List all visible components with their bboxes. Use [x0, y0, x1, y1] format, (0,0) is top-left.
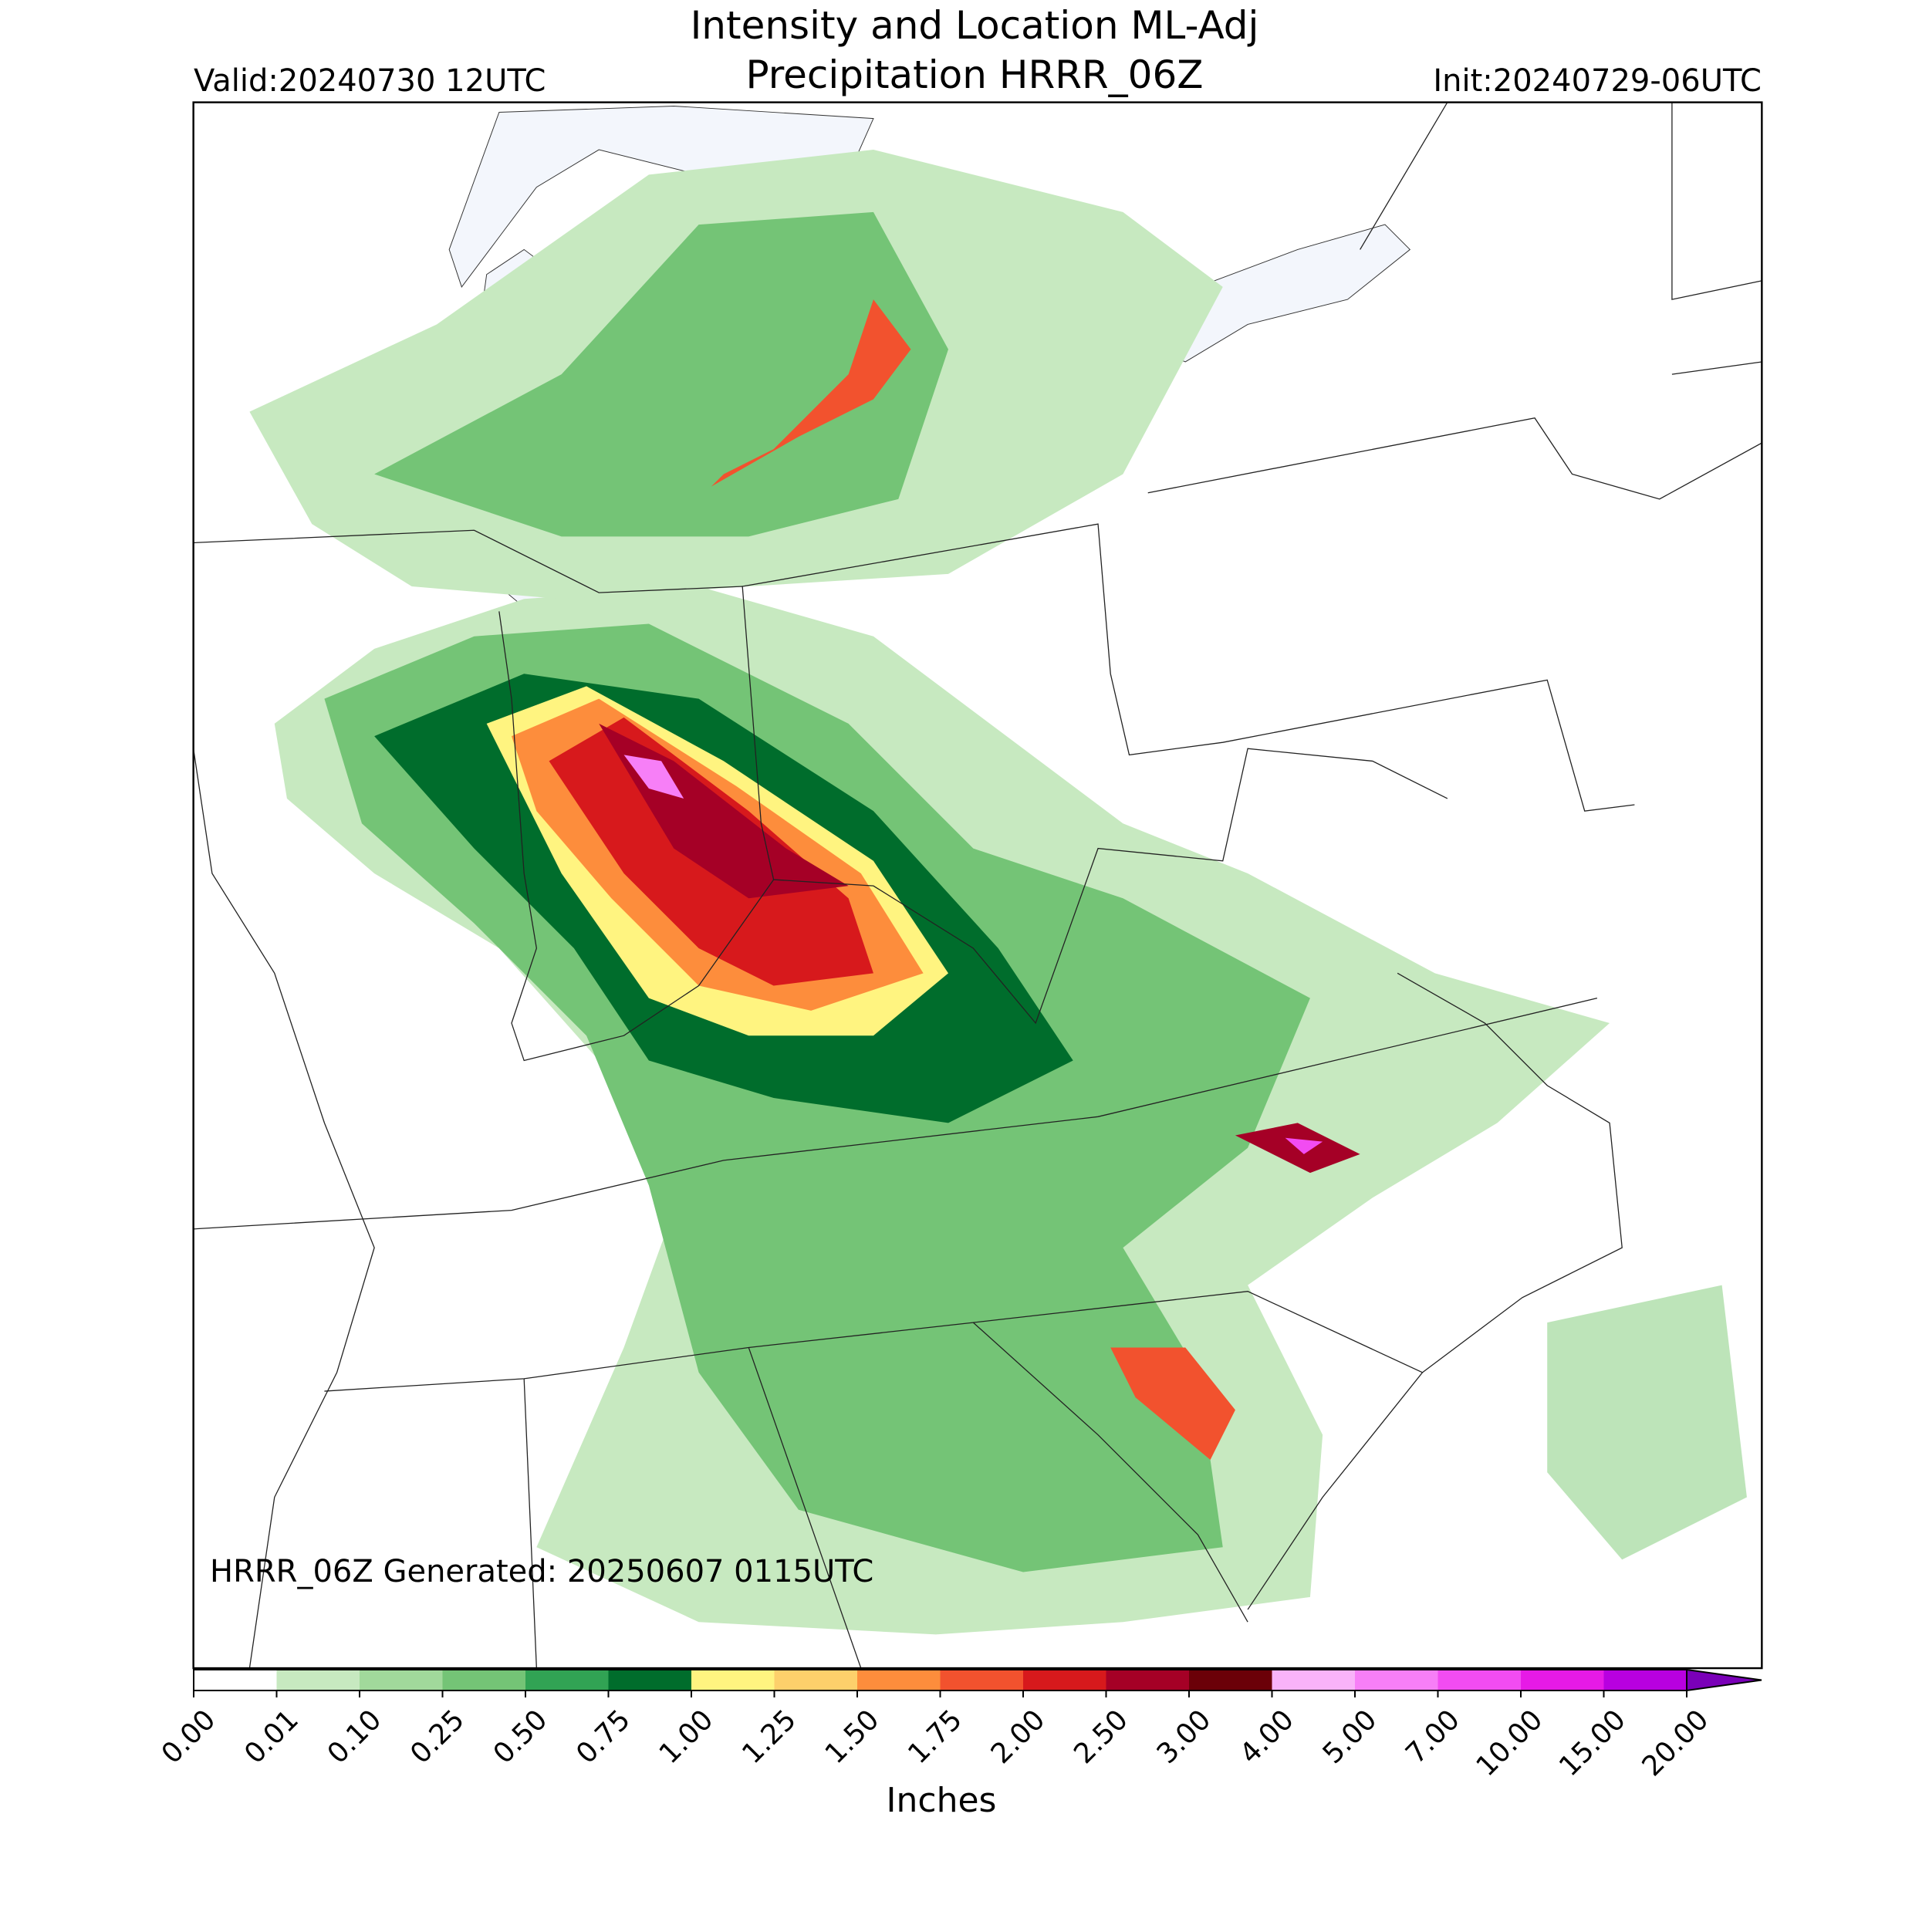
coast [1247, 972, 1623, 1610]
colorbar-segment [774, 1670, 857, 1690]
colorbar-extend [1686, 1668, 1762, 1692]
colorbar-tick-label: 7.00 [1400, 1704, 1466, 1770]
colorbar-tick-label: 4.00 [1234, 1704, 1300, 1770]
init-time: Init:20240729-06UTC [1433, 63, 1762, 99]
title-line: Precipitation HRRR_06Z [745, 52, 1203, 97]
valid-time: Valid:20240730 12UTC [194, 63, 546, 99]
colorbar-segment [276, 1670, 360, 1690]
border [1360, 102, 1762, 375]
border [193, 998, 1598, 1230]
colorbar-segment [360, 1670, 443, 1690]
colorbar-tick-label: 0.00 [156, 1704, 222, 1770]
colorbar-segment [1521, 1670, 1604, 1690]
colorbar-tick-label: 1.25 [736, 1704, 802, 1770]
colorbar-segment [1189, 1670, 1272, 1690]
colorbar-tick-label: 0.75 [570, 1704, 637, 1770]
precip-area [711, 299, 911, 487]
colorbar-tick-label: 0.01 [238, 1704, 305, 1770]
border [1147, 417, 1762, 500]
colorbar-segment [194, 1670, 277, 1690]
colorbar-tick-label: 20.00 [1637, 1704, 1715, 1782]
colorbar-segment [691, 1670, 775, 1690]
colorbar-tick-label: 2.50 [1068, 1704, 1134, 1770]
colorbar-segment [1272, 1670, 1355, 1690]
border [523, 1322, 1248, 1669]
generated-note: HRRR_06Z Generated: 20250607 0115UTC [210, 1554, 873, 1589]
colorbar-tick-label: 0.10 [322, 1704, 388, 1770]
colorbar-segment [1023, 1670, 1106, 1690]
colorbar-tick-label: 1.00 [654, 1704, 720, 1770]
map [192, 101, 1763, 1670]
map-frame [192, 101, 1763, 1670]
precip-area [1285, 1137, 1323, 1154]
colorbar-tick-label: 0.50 [488, 1704, 554, 1770]
colorbar-segment [442, 1670, 525, 1690]
colorbar-segment [525, 1670, 609, 1690]
precip-area [623, 755, 684, 799]
colorbar-segment [940, 1670, 1023, 1690]
precip-area [1110, 1347, 1235, 1461]
colorbar-tick-label: 1.75 [902, 1704, 968, 1770]
title-line: Intensity and Location ML-Adj [691, 3, 1259, 48]
river [193, 748, 375, 1669]
map-content [193, 102, 1762, 1669]
lake [448, 105, 874, 288]
border [773, 748, 1448, 1025]
colorbar-tick-label: 15.00 [1553, 1704, 1632, 1782]
precip-area [374, 211, 948, 537]
colorbar-segment [1106, 1670, 1189, 1690]
colorbar: 0.00 0.01 0.10 0.25 0.50 0.75 1.00 1.25 1.50 1.75… [156, 1668, 1762, 1782]
precip-area [1547, 1285, 1747, 1560]
colorbar-label: Inches [887, 1781, 997, 1820]
colorbar-tick-label: 0.25 [404, 1704, 471, 1770]
colorbar-segment [1355, 1670, 1438, 1690]
colorbar-segment [1603, 1670, 1687, 1690]
border [742, 523, 1635, 812]
colorbar-segment [857, 1670, 941, 1690]
colorbar-tick-label: 1.50 [819, 1704, 886, 1770]
border [193, 529, 775, 1062]
colorbar-segment [1437, 1670, 1521, 1690]
colorbar-segment [608, 1670, 691, 1690]
colorbar-tick-label: 10.00 [1471, 1704, 1549, 1782]
colorbar-tick-label: 2.00 [985, 1704, 1052, 1770]
colorbar-tick-label: 5.00 [1317, 1704, 1383, 1770]
border [324, 1291, 1423, 1392]
colorbar-tick-label: 3.00 [1151, 1704, 1218, 1770]
